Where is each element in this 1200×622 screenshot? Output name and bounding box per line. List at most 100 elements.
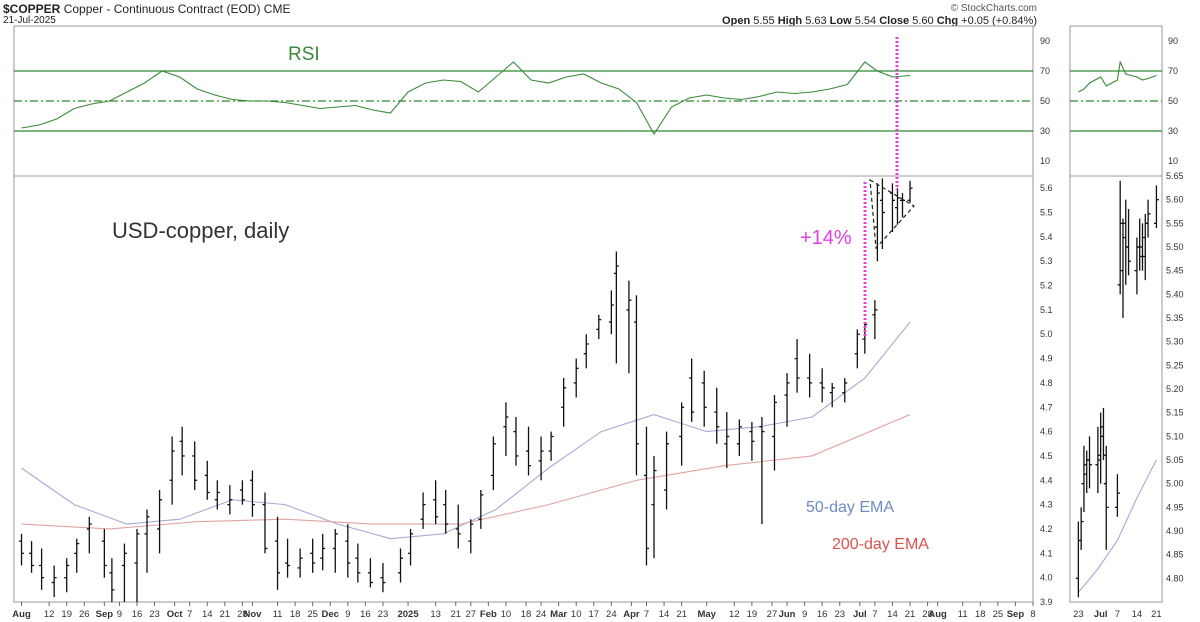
ohlc-value-close: 5.60 bbox=[912, 15, 934, 27]
x-tick-label: Oct bbox=[167, 609, 184, 620]
x-tick-label: 16 bbox=[360, 609, 371, 620]
x-tick-label: 21 bbox=[676, 609, 687, 620]
ema200-label: 200-day EMA bbox=[832, 536, 929, 553]
price-tick: 4.0 bbox=[1040, 573, 1053, 583]
price-tick: 5.2 bbox=[1040, 281, 1053, 291]
price-tick: 4.5 bbox=[1040, 451, 1053, 461]
price-tick: 5.3 bbox=[1040, 256, 1053, 266]
x-tick-label: May bbox=[697, 609, 716, 620]
main-ohlc-bars bbox=[19, 178, 913, 602]
x-tick-label: 18 bbox=[521, 609, 532, 620]
x-tick-label: 28 bbox=[922, 609, 933, 620]
stockcharts-brand: © StockCharts.com bbox=[950, 3, 1037, 14]
zoom-price-tick: 5.45 bbox=[1166, 266, 1184, 276]
price-tick: 5.0 bbox=[1040, 329, 1053, 339]
zoom-price-tick: 5.35 bbox=[1166, 313, 1184, 323]
pennant-pattern bbox=[869, 178, 915, 250]
x-tick-label: 12 bbox=[44, 609, 55, 620]
x-tick-label: 14 bbox=[202, 609, 213, 620]
price-tick: 4.7 bbox=[1040, 402, 1053, 412]
x-tick-label: Sep bbox=[1007, 609, 1025, 620]
instrument-description: Copper - Continuous Contract (EOD) bbox=[63, 2, 261, 16]
price-tick: 4.1 bbox=[1040, 548, 1053, 558]
x-tick-label: 13 bbox=[430, 609, 441, 620]
ohlc-value-low: 5.54 bbox=[854, 15, 877, 27]
zoom-ema-line-50 bbox=[1077, 459, 1157, 593]
price-tick: 5.5 bbox=[1040, 208, 1053, 218]
x-tick-label: Apr bbox=[623, 609, 640, 620]
x-tick-label: 7 bbox=[644, 609, 649, 620]
zoom-x-tick-label: 14 bbox=[1132, 609, 1143, 620]
zoom-x-tick-label: 7 bbox=[1115, 609, 1120, 620]
zoom-x-tick-label: 23 bbox=[1073, 609, 1084, 620]
x-tick-label: Feb bbox=[480, 609, 497, 620]
ohlc-label-high: High bbox=[774, 15, 806, 27]
symbol-line: $COPPER Copper - Continuous Contract (EO… bbox=[3, 2, 290, 16]
price-tick: 5.4 bbox=[1040, 232, 1053, 242]
x-tick-label: 7 bbox=[187, 609, 192, 620]
price-tick: 5.1 bbox=[1040, 305, 1053, 315]
x-tick-label: 19 bbox=[61, 609, 72, 620]
x-tick-label: 8 bbox=[1030, 609, 1035, 620]
zoom-rsi-tick-70: 70 bbox=[1168, 66, 1178, 76]
zoom-price-tick: 5.15 bbox=[1166, 408, 1184, 418]
ohlc-label-low: Low bbox=[826, 15, 855, 27]
x-tick-label: 23 bbox=[834, 609, 845, 620]
x-tick-label: Jun bbox=[779, 609, 796, 620]
x-tick-label: 14 bbox=[659, 609, 670, 620]
x-tick-label: 16 bbox=[817, 609, 828, 620]
x-tick-label: 24 bbox=[606, 609, 617, 620]
symbol: $COPPER bbox=[3, 2, 61, 16]
x-tick-label: 25 bbox=[993, 609, 1004, 620]
main-rsi-line bbox=[21, 61, 911, 136]
ohlc-value-chg: +0.05 (+0.84%) bbox=[961, 15, 1037, 27]
ohlc-value-open: 5.55 bbox=[753, 15, 775, 27]
chart-title: USD-copper, daily bbox=[112, 218, 289, 243]
x-tick-label: Mar bbox=[550, 609, 567, 620]
x-tick-label: 26 bbox=[79, 609, 90, 620]
x-tick-label: 19 bbox=[747, 609, 758, 620]
x-tick-label: Sep bbox=[96, 609, 114, 620]
ohlc-value-high: 5.63 bbox=[805, 15, 827, 27]
zoom-price-tick: 5.40 bbox=[1166, 289, 1184, 299]
x-tick-label: 9 bbox=[345, 609, 350, 620]
chart-date: 21-Jul-2025 bbox=[3, 15, 56, 26]
zoom-x-tick-label: Jul bbox=[1094, 609, 1108, 620]
main-frame bbox=[13, 25, 1034, 603]
zoom-rsi-tick-90: 90 bbox=[1168, 36, 1178, 46]
x-tick-label: 2025 bbox=[397, 609, 419, 620]
x-tick-label: 23 bbox=[378, 609, 389, 620]
ema50-label: 50-day EMA bbox=[806, 499, 894, 516]
main-rsi-tick-50: 50 bbox=[1040, 96, 1050, 106]
ohlc-label-close: Close bbox=[876, 15, 913, 27]
x-tick-label: 25 bbox=[307, 609, 318, 620]
zoom-price-tick: 5.55 bbox=[1166, 218, 1184, 228]
zoom-price-tick: 5.30 bbox=[1166, 337, 1184, 347]
x-tick-label: 11 bbox=[273, 609, 283, 620]
x-tick-label: 10 bbox=[501, 609, 512, 620]
rsi-label: RSI bbox=[288, 44, 320, 65]
x-tick-label: Aug bbox=[928, 609, 947, 620]
zoom-price-tick: 4.95 bbox=[1166, 502, 1184, 512]
x-tick-label: 21 bbox=[450, 609, 461, 620]
price-tick: 3.9 bbox=[1040, 597, 1053, 607]
x-tick-label: 23 bbox=[149, 609, 160, 620]
x-tick-label: 17 bbox=[588, 609, 599, 620]
zoom-frame bbox=[1069, 25, 1163, 603]
x-tick-label: 9 bbox=[117, 609, 122, 620]
ema-line-50 bbox=[21, 321, 911, 540]
x-tick-label: 12 bbox=[729, 609, 740, 620]
zoom-price-tick: 5.00 bbox=[1166, 479, 1184, 489]
ema-line-200 bbox=[21, 414, 911, 530]
zoom-price-tick: 5.20 bbox=[1166, 384, 1184, 394]
price-tick: 4.8 bbox=[1040, 378, 1053, 388]
zoom-x-tick-label: 21 bbox=[1151, 609, 1162, 620]
x-tick-label: 7 bbox=[872, 609, 877, 620]
main-rsi-tick-10: 10 bbox=[1040, 156, 1050, 166]
zoom-price-tick: 5.65 bbox=[1166, 171, 1184, 181]
x-tick-label: 11 bbox=[958, 609, 968, 620]
price-tick: 5.6 bbox=[1040, 183, 1053, 193]
x-tick-label: 16 bbox=[132, 609, 143, 620]
gain-annotation: +14% bbox=[800, 227, 852, 249]
